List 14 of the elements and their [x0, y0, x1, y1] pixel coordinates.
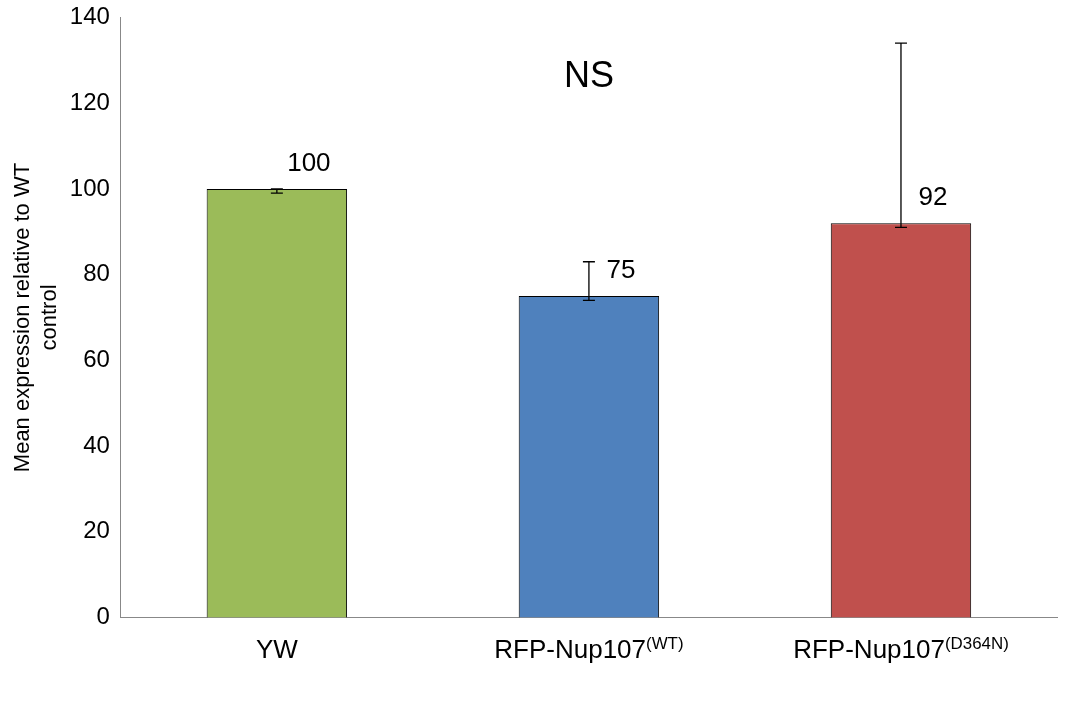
y-tick-label: 20 — [83, 516, 110, 544]
x-tick-label: YW — [255, 633, 299, 664]
y-tick-label: 80 — [83, 259, 110, 287]
y-tick-label: 0 — [96, 602, 110, 630]
data-label: 75 — [606, 254, 636, 285]
data-label: 100 — [287, 146, 331, 177]
y-axis-title: Mean expression relative to WT control — [9, 162, 61, 473]
y-tick-label: 120 — [69, 87, 110, 115]
y-tick-label: 60 — [83, 345, 110, 372]
data-label: 92 — [918, 181, 948, 212]
annotation: NS — [563, 54, 614, 96]
y-tick-label: 100 — [69, 173, 110, 201]
y-tick-label: 140 — [69, 2, 110, 30]
y-tick-label: 40 — [83, 430, 110, 458]
